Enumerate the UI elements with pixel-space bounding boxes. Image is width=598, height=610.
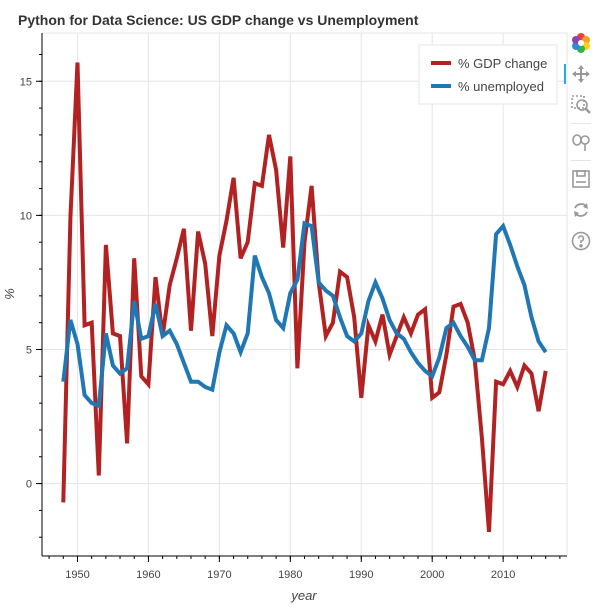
y-axis-label: % [2,288,17,300]
x-axis-label: year [290,588,317,603]
wheel-zoom-icon[interactable] [568,129,594,155]
x-tick-label: 1970 [207,569,231,581]
x-tick-label: 1980 [278,569,302,581]
legend: % GDP change % unemployed [418,44,558,105]
y-tick-label: 0 [26,479,32,491]
series-line-gdp-change [61,62,548,533]
box-zoom-icon[interactable] [568,92,594,118]
chart-title: Python for Data Science: US GDP change v… [18,12,419,28]
y-tick-label: 5 [26,344,32,356]
y-tick-label: 10 [20,210,32,222]
axes: 1950 1960 1970 1980 1990 2000 2010 0 5 10 15 [20,33,567,581]
help-icon[interactable] [568,228,594,254]
x-tick-label: 2010 [491,569,515,581]
x-tick-label: 1950 [65,569,89,581]
x-tick-label: 1960 [136,569,160,581]
legend-label-gdp: % GDP change [458,56,547,71]
legend-box [418,44,558,105]
toolbar-separator [571,123,591,124]
reset-icon[interactable] [568,197,594,223]
toolbar-separator [571,160,591,161]
x-tick-label: 1990 [349,569,373,581]
save-icon[interactable] [568,166,594,192]
legend-label-unemployed: % unemployed [458,79,544,94]
toolbar [564,30,594,259]
grid-layer [42,33,567,556]
pan-icon[interactable] [564,61,594,87]
plot-frame [41,32,568,557]
y-tick-label: 15 [20,76,32,88]
series-line-unemployed [61,220,548,409]
series-layer [61,62,548,533]
x-tick-label: 2000 [420,569,444,581]
bokeh-logo-icon[interactable] [568,30,594,56]
